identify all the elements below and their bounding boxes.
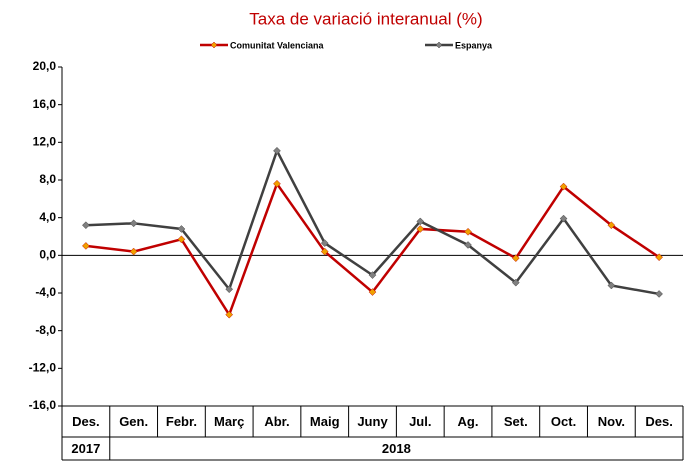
point-marker bbox=[464, 241, 472, 249]
point-marker bbox=[273, 146, 281, 155]
point-marker bbox=[511, 278, 520, 287]
x-tick-label: Ag. bbox=[458, 414, 479, 429]
point-marker bbox=[320, 239, 329, 247]
point-marker bbox=[129, 219, 138, 228]
point-marker bbox=[273, 179, 281, 188]
point-marker bbox=[607, 281, 616, 290]
point-marker bbox=[320, 247, 329, 256]
x-tick-label: Jul. bbox=[409, 414, 431, 429]
x-tick-label: Gen. bbox=[119, 414, 148, 429]
y-tick-label: -12,0 bbox=[29, 361, 57, 375]
point-marker bbox=[416, 217, 425, 226]
point-marker bbox=[177, 235, 186, 244]
point-marker bbox=[82, 221, 90, 230]
y-tick-label: -8,0 bbox=[35, 323, 56, 337]
legend-marker bbox=[210, 41, 218, 49]
y-tick-label: 4,0 bbox=[39, 210, 56, 224]
y-tick-label: 0,0 bbox=[39, 248, 56, 262]
point-marker bbox=[129, 247, 138, 256]
x-tick-label: Oct. bbox=[551, 414, 576, 429]
x-tick-label: Abr. bbox=[264, 414, 289, 429]
point-marker bbox=[511, 254, 520, 263]
year-label: 2017 bbox=[71, 441, 100, 456]
y-tick-label: 16,0 bbox=[33, 97, 57, 111]
point-marker bbox=[607, 221, 616, 230]
point-marker bbox=[655, 253, 663, 262]
chart-subtitle: Taxa de variació interanual (%) bbox=[249, 9, 482, 28]
y-tick-label: -4,0 bbox=[35, 285, 56, 299]
point-marker bbox=[225, 310, 234, 319]
point-marker bbox=[655, 290, 663, 298]
point-marker bbox=[177, 225, 186, 233]
point-marker bbox=[225, 285, 234, 294]
point-marker bbox=[368, 271, 377, 279]
y-tick-label: -16,0 bbox=[29, 398, 57, 412]
x-tick-label: Març bbox=[214, 414, 244, 429]
legend-label: Comunitat Valenciana bbox=[230, 40, 325, 50]
y-tick-label: 12,0 bbox=[33, 135, 57, 149]
x-tick-label: Febr. bbox=[166, 414, 197, 429]
point-marker bbox=[416, 225, 425, 233]
y-tick-label: 8,0 bbox=[39, 172, 56, 186]
x-tick-label: Des. bbox=[72, 414, 99, 429]
legend-marker bbox=[435, 41, 443, 49]
point-marker bbox=[559, 214, 568, 223]
point-marker bbox=[464, 227, 472, 236]
point-marker bbox=[559, 182, 568, 191]
point-marker bbox=[82, 242, 90, 250]
x-tick-label: Des. bbox=[645, 414, 672, 429]
x-tick-label: Set. bbox=[504, 414, 528, 429]
y-tick-label: 20,0 bbox=[33, 59, 57, 73]
legend-label: Espanya bbox=[455, 40, 493, 50]
x-tick-label: Nov. bbox=[598, 414, 625, 429]
point-marker bbox=[368, 288, 377, 296]
x-tick-label: Juny bbox=[357, 414, 388, 429]
year-label: 2018 bbox=[382, 441, 411, 456]
x-tick-label: Maig bbox=[310, 414, 340, 429]
